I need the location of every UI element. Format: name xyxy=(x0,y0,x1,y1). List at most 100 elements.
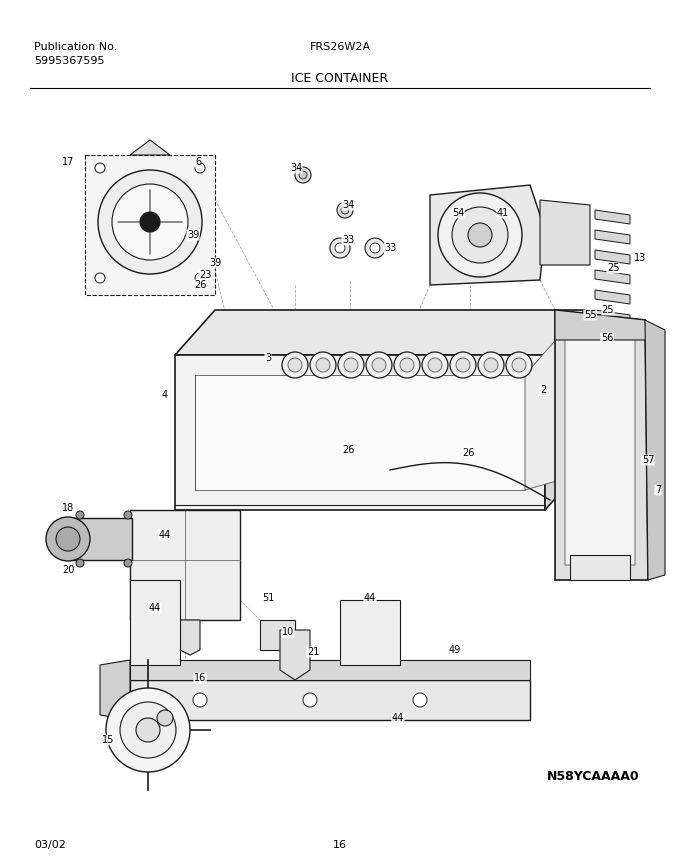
Text: 25: 25 xyxy=(602,305,614,315)
Text: 33: 33 xyxy=(342,235,354,245)
Text: 34: 34 xyxy=(290,163,302,173)
Polygon shape xyxy=(565,330,635,565)
Text: 39: 39 xyxy=(187,230,199,240)
Text: 4: 4 xyxy=(162,390,168,400)
Polygon shape xyxy=(130,660,530,680)
Text: 34: 34 xyxy=(342,200,354,210)
Circle shape xyxy=(400,358,414,372)
Polygon shape xyxy=(595,230,630,244)
Polygon shape xyxy=(130,140,170,155)
Text: 49: 49 xyxy=(449,645,461,655)
Circle shape xyxy=(330,238,350,258)
Circle shape xyxy=(56,527,80,551)
Text: ICE CONTAINER: ICE CONTAINER xyxy=(292,72,388,85)
Circle shape xyxy=(299,171,307,179)
Circle shape xyxy=(452,207,508,263)
Polygon shape xyxy=(570,555,630,580)
Circle shape xyxy=(344,358,358,372)
Text: 03/02: 03/02 xyxy=(34,840,66,850)
Circle shape xyxy=(124,511,132,519)
Text: 7: 7 xyxy=(655,485,661,495)
Circle shape xyxy=(95,273,105,283)
Circle shape xyxy=(106,688,190,772)
Circle shape xyxy=(478,352,504,378)
Circle shape xyxy=(124,559,132,567)
Polygon shape xyxy=(555,310,648,340)
Circle shape xyxy=(288,358,302,372)
Circle shape xyxy=(195,273,205,283)
Polygon shape xyxy=(595,210,630,224)
Polygon shape xyxy=(430,185,545,285)
Circle shape xyxy=(157,710,173,726)
Text: 25: 25 xyxy=(607,263,619,273)
Polygon shape xyxy=(68,518,132,560)
Circle shape xyxy=(76,511,84,519)
Circle shape xyxy=(450,352,476,378)
Polygon shape xyxy=(130,580,180,665)
Text: 26: 26 xyxy=(194,280,206,290)
Text: 57: 57 xyxy=(642,455,654,465)
Polygon shape xyxy=(130,680,530,720)
Text: N58YCAAAA0: N58YCAAAA0 xyxy=(547,770,640,783)
Circle shape xyxy=(337,202,353,218)
Polygon shape xyxy=(340,600,400,665)
Polygon shape xyxy=(175,355,545,510)
Circle shape xyxy=(394,352,420,378)
Circle shape xyxy=(303,693,317,707)
Text: 33: 33 xyxy=(384,243,396,253)
Circle shape xyxy=(512,358,526,372)
Polygon shape xyxy=(280,630,310,680)
Text: FRS26W2A: FRS26W2A xyxy=(309,42,371,52)
Polygon shape xyxy=(180,620,200,655)
Polygon shape xyxy=(85,155,215,295)
Text: 16: 16 xyxy=(194,673,206,683)
Text: 17: 17 xyxy=(62,157,74,167)
Circle shape xyxy=(95,163,105,173)
Text: 13: 13 xyxy=(634,253,646,263)
Circle shape xyxy=(372,358,386,372)
Circle shape xyxy=(338,352,364,378)
Polygon shape xyxy=(545,310,585,510)
Circle shape xyxy=(438,193,522,277)
Circle shape xyxy=(46,517,90,561)
Circle shape xyxy=(428,358,442,372)
Text: 55: 55 xyxy=(583,310,596,320)
Text: 26: 26 xyxy=(462,448,474,458)
Text: 10: 10 xyxy=(282,627,294,637)
Circle shape xyxy=(112,184,188,260)
Circle shape xyxy=(193,693,207,707)
Polygon shape xyxy=(100,660,130,720)
Text: Publication No.: Publication No. xyxy=(34,42,117,52)
Circle shape xyxy=(413,693,427,707)
Circle shape xyxy=(140,212,160,232)
Text: 44: 44 xyxy=(392,713,404,723)
Circle shape xyxy=(456,358,470,372)
Text: 18: 18 xyxy=(62,503,74,513)
Circle shape xyxy=(98,170,202,274)
Circle shape xyxy=(76,559,84,567)
Text: 15: 15 xyxy=(102,735,114,745)
Polygon shape xyxy=(595,250,630,264)
Text: 6: 6 xyxy=(195,157,201,167)
Polygon shape xyxy=(130,510,240,620)
Text: 2: 2 xyxy=(540,385,546,395)
Polygon shape xyxy=(260,620,295,650)
Polygon shape xyxy=(195,375,525,490)
Circle shape xyxy=(506,352,532,378)
Circle shape xyxy=(120,702,176,758)
Text: 44: 44 xyxy=(159,530,171,540)
Text: 41: 41 xyxy=(497,208,509,218)
Text: 20: 20 xyxy=(62,565,74,575)
Text: 44: 44 xyxy=(364,593,376,603)
Circle shape xyxy=(422,352,448,378)
Circle shape xyxy=(310,352,336,378)
Polygon shape xyxy=(555,310,648,580)
Polygon shape xyxy=(175,310,585,355)
Polygon shape xyxy=(595,310,630,324)
Circle shape xyxy=(468,223,492,247)
Text: 5995367595: 5995367595 xyxy=(34,56,105,66)
Circle shape xyxy=(316,358,330,372)
Circle shape xyxy=(195,163,205,173)
Text: 44: 44 xyxy=(149,603,161,613)
Text: 56: 56 xyxy=(601,333,613,343)
